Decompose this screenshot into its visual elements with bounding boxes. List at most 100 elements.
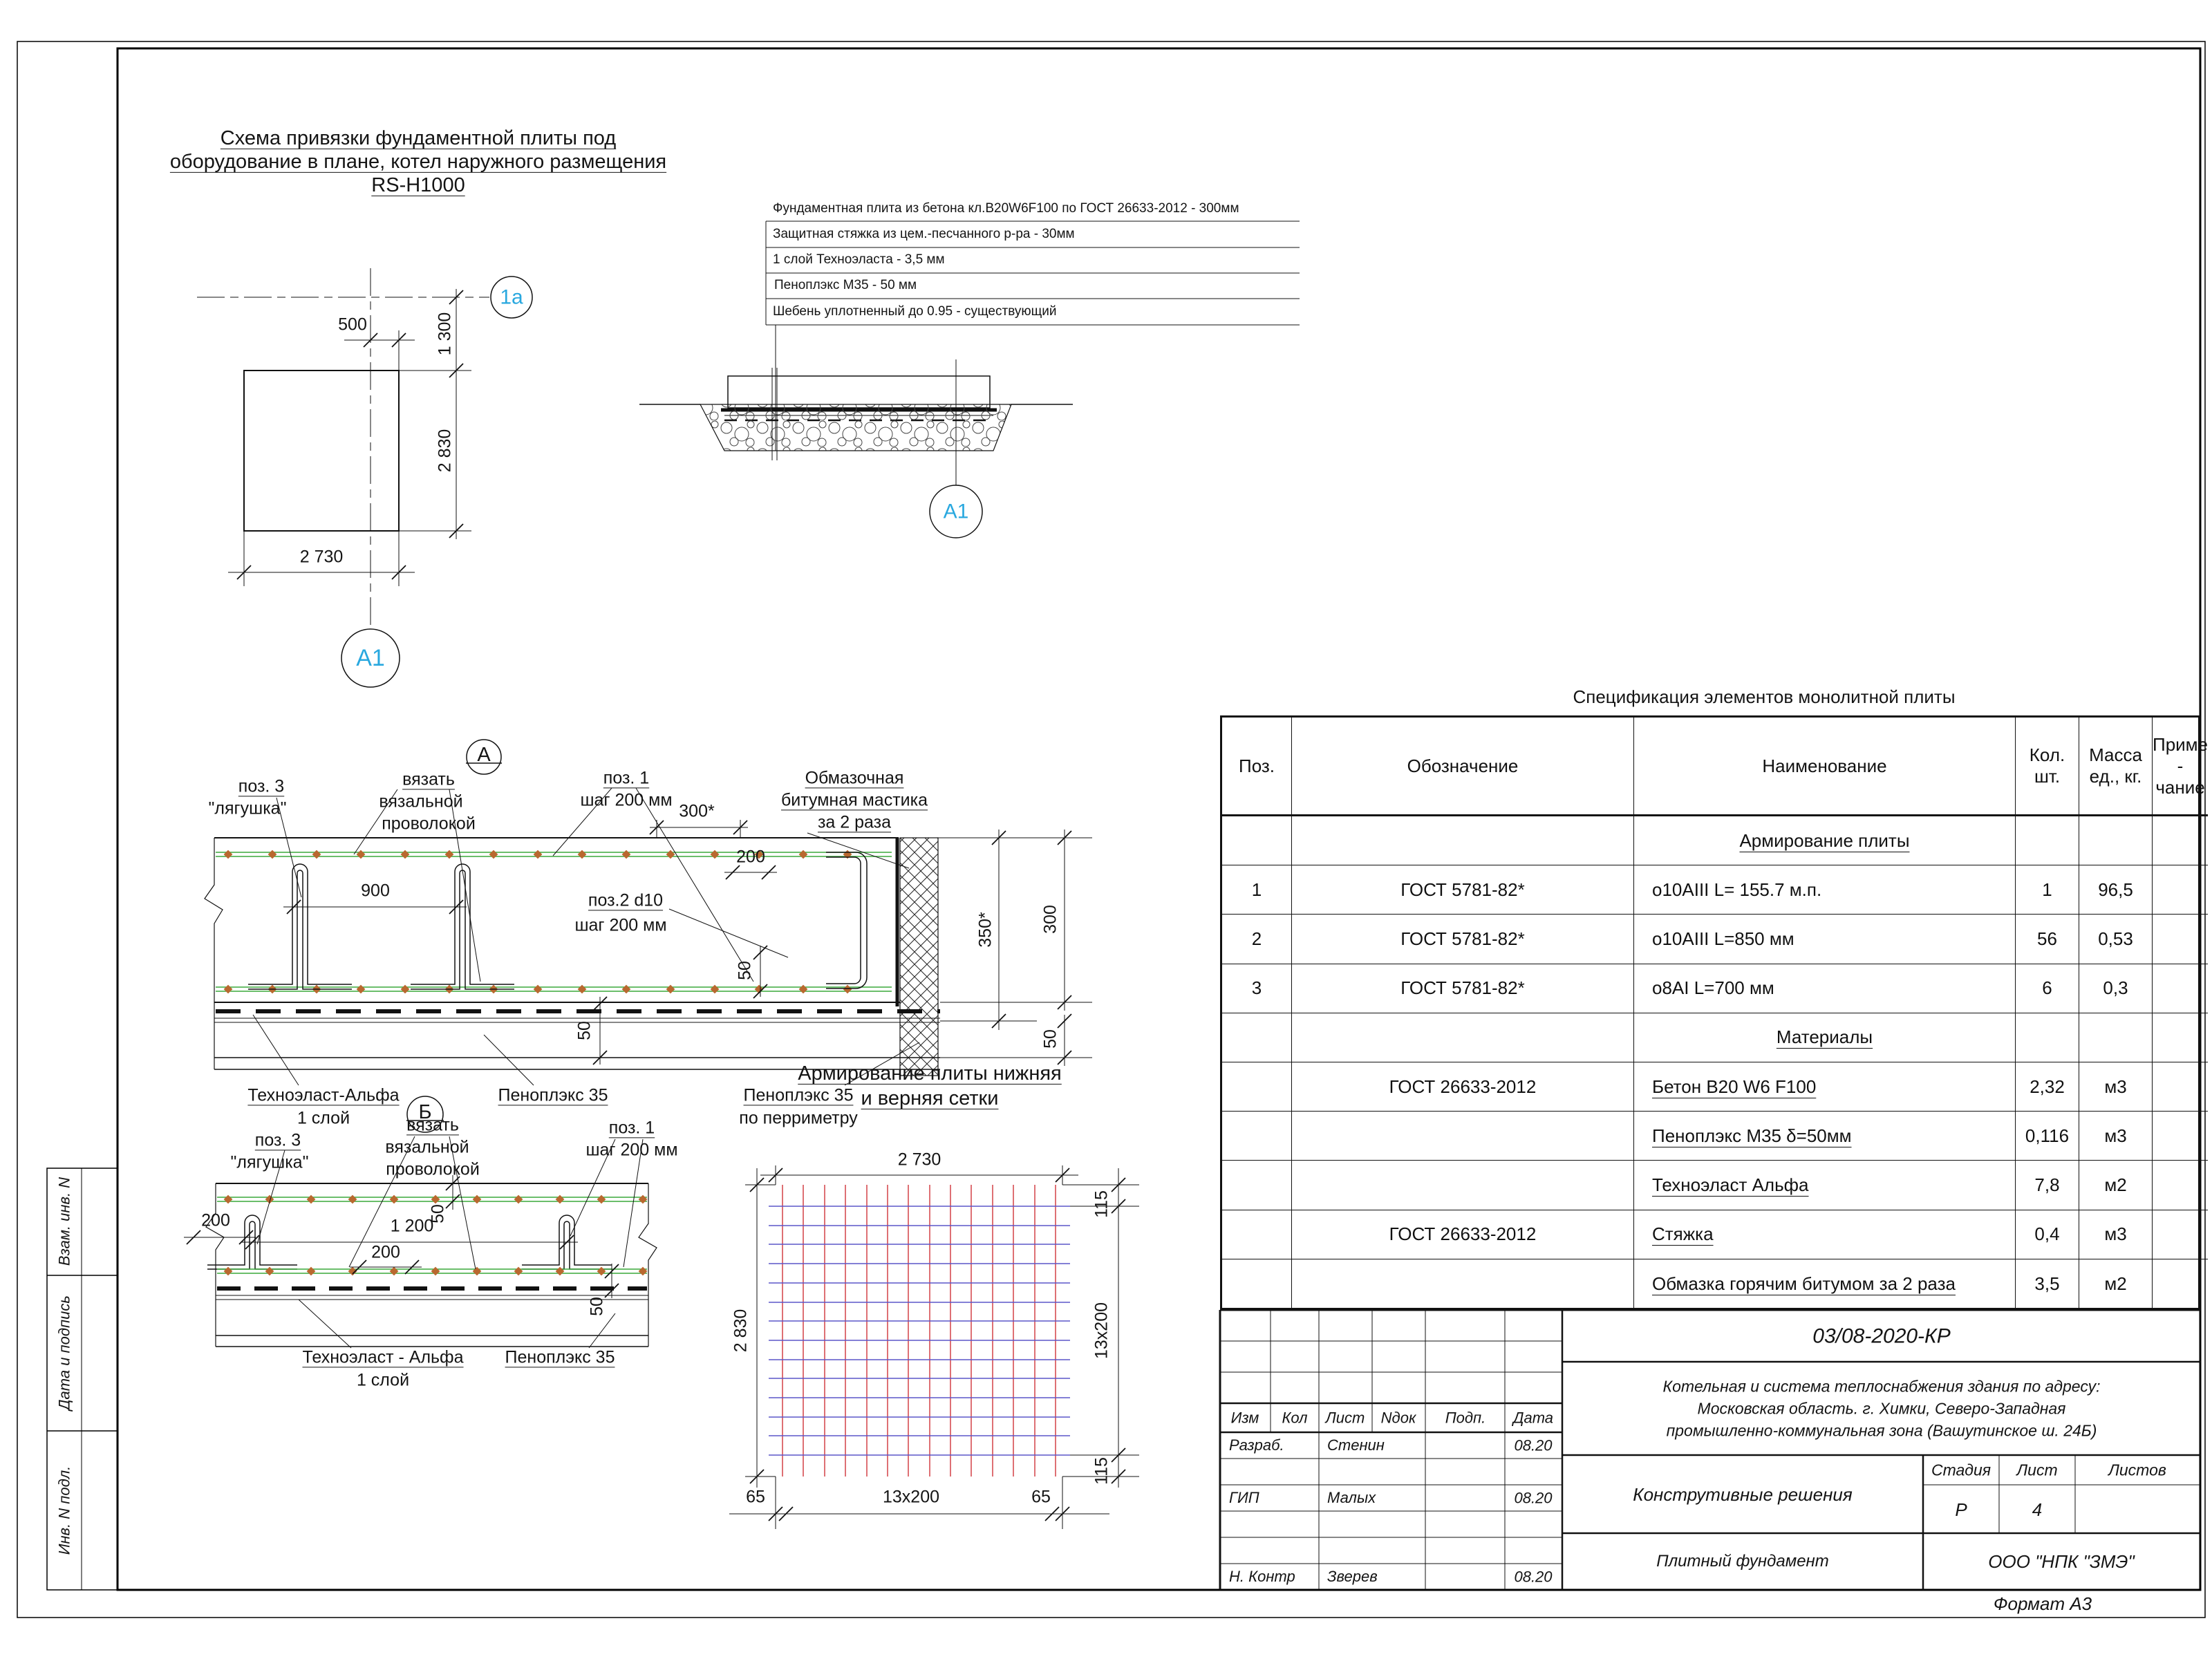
a-tie-line1: вязать [402, 769, 455, 789]
spec-cell: Бетон B20 W6 F100 [1634, 1062, 2016, 1112]
a-dim-350s: 350* [975, 912, 995, 948]
spec-cell: 0,3 [2079, 964, 2153, 1013]
sign-name-gip: Малых [1327, 1489, 1376, 1506]
a-peno-perim-line1: Пеноплэкс 35 [743, 1085, 854, 1105]
spec-cell [1222, 816, 1292, 866]
titleblock-linework [1219, 1309, 2200, 1590]
spec-header-poz: Поз. [1222, 718, 1292, 816]
rev-header-izm: Изм [1230, 1409, 1259, 1427]
spec-cell: 0,53 [2079, 915, 2153, 964]
a-dim-900: 900 [361, 881, 390, 901]
spec-cell: м3 [2079, 1112, 2153, 1161]
spec-cell: 1 [2016, 865, 2079, 915]
sign-role-gip: ГИП [1229, 1489, 1259, 1506]
mesh-dim-2730: 2 730 [897, 1150, 941, 1170]
spec-cell [1222, 1112, 1292, 1161]
a-dim-300: 300 [1040, 905, 1060, 934]
spec-header-name: Наименование [1634, 718, 2016, 816]
sign-date-razrab: 08.20 [1514, 1436, 1553, 1454]
spec-cell: м3 [2079, 1062, 2153, 1112]
b-dim-50-bot: 50 [587, 1297, 607, 1316]
spec-cell [1222, 1062, 1292, 1112]
spec-cell: 3,5 [2016, 1259, 2079, 1309]
mesh-dim-2830: 2 830 [731, 1309, 751, 1353]
spec-cell [2079, 816, 2153, 866]
mesh-title-line2: и верняя сетки [861, 1087, 999, 1109]
a-mastic-line1: Обмазочная [805, 768, 904, 788]
section-a-marker: А [477, 743, 491, 766]
spec-header-note: Приме - чание [2153, 718, 2209, 816]
spec-cell [1222, 1210, 1292, 1259]
b-tie-line2: вязальной [385, 1137, 469, 1157]
spec-cell [2153, 865, 2209, 915]
spec-cell [1222, 1161, 1292, 1210]
a-dim-50-right: 50 [1040, 1029, 1060, 1049]
spec-header-oboz: Обозначение [1292, 718, 1634, 816]
a-tie-line2: вязальной [379, 791, 463, 812]
b-peno-label: Пеноплэкс 35 [505, 1347, 615, 1367]
spec-title: Спецификация элементов монолитной плиты [1573, 686, 1956, 707]
spec-cell: ГОСТ 5781-82* [1292, 865, 1634, 915]
spec-cell: о10АIII L=850 мм [1634, 915, 2016, 964]
spec-cell: о8АI L=700 мм [1634, 964, 2016, 1013]
a-peno-perim-line2: по перриметру [739, 1108, 858, 1128]
a-dim-50-foam: 50 [574, 1021, 594, 1040]
a-dim-50-cover: 50 [735, 961, 755, 980]
a-dim-300s: 300* [679, 801, 715, 821]
b-tehno-line2: 1 слой [356, 1370, 410, 1390]
sheets-header: Листов [2108, 1461, 2166, 1479]
format-label: Формат А3 [1993, 1593, 2092, 1614]
spec-cell [1222, 1013, 1292, 1062]
spec-cell [1292, 1161, 1634, 1210]
spec-cell [2153, 1013, 2209, 1062]
spec-cell [2153, 1210, 2209, 1259]
spec-cell [2153, 1112, 2209, 1161]
rev-header-podp: Подп. [1445, 1409, 1486, 1427]
b-tehno-line1: Техноэласт - Альфа [302, 1347, 464, 1367]
a-dim-200: 200 [736, 847, 765, 867]
rev-header-data: Дата [1512, 1409, 1554, 1427]
spec-cell: Стяжка [1634, 1210, 2016, 1259]
spec-cell: ГОСТ 5781-82* [1292, 915, 1634, 964]
b-tie-line1: вязать [406, 1115, 459, 1135]
spec-cell: 96,5 [2079, 865, 2153, 915]
spec-cell [2079, 1013, 2153, 1062]
spec-cell [2153, 915, 2209, 964]
spec-cell: м3 [2079, 1210, 2153, 1259]
grid-marker-a1-cut: A1 [943, 500, 969, 523]
sign-date-gip: 08.20 [1514, 1489, 1553, 1507]
sign-date-nkontr: 08.20 [1514, 1568, 1553, 1586]
a-mastic-line3: за 2 раза [817, 812, 892, 832]
b-poz1-line1: поз. 1 [608, 1118, 655, 1138]
b-poz1-line2: шаг 200 мм [585, 1140, 678, 1160]
a-poz1-line2: шаг 200 мм [580, 790, 673, 810]
spec-cell: 6 [2016, 964, 2079, 1013]
spec-cell: Армирование плиты [1634, 816, 2016, 866]
spec-cell: 7,8 [2016, 1161, 2079, 1210]
rev-header-list: Лист [1325, 1409, 1365, 1427]
mesh-dim-65-left: 65 [746, 1487, 765, 1507]
cut-layer-2: Защитная стяжка из цем.-песчанного р-ра … [773, 227, 1075, 241]
spec-cell [2153, 1062, 2209, 1112]
spec-cell: 0,4 [2016, 1210, 2079, 1259]
spec-cell: 56 [2016, 915, 2079, 964]
section-title: Конструтивные решения [1633, 1483, 1853, 1505]
plan-dim-1300: 1 300 [435, 312, 455, 356]
a-poz1-line1: поз. 1 [603, 768, 650, 788]
b-poz3-line1: поз. 3 [254, 1130, 301, 1150]
spec-cell: Обмазка горячим битумом за 2 раза [1634, 1259, 2016, 1309]
spec-cell [2153, 816, 2209, 866]
spec-cell [2153, 1259, 2208, 1309]
sheet-subtitle: Плитный фундамент [1656, 1552, 1829, 1571]
plan-title-line2: оборудование в плане, котел наружного ра… [169, 150, 667, 173]
spec-cell [1292, 816, 1634, 866]
spec-cell: 2,32 [2016, 1062, 2079, 1112]
cut-layer-4: Пеноплэкс М35 - 50 мм [774, 278, 917, 292]
sheet-value: 4 [2032, 1499, 2043, 1520]
spec-cell: 1 [1222, 865, 1292, 915]
doc-number: 03/08-2020-КР [1812, 1324, 1951, 1348]
mesh-dim-13x200-right: 13x200 [1091, 1302, 1112, 1360]
plan-dim-2830: 2 830 [435, 429, 455, 473]
spec-cell: м2 [2079, 1161, 2153, 1210]
spec-cell [2016, 1013, 2079, 1062]
